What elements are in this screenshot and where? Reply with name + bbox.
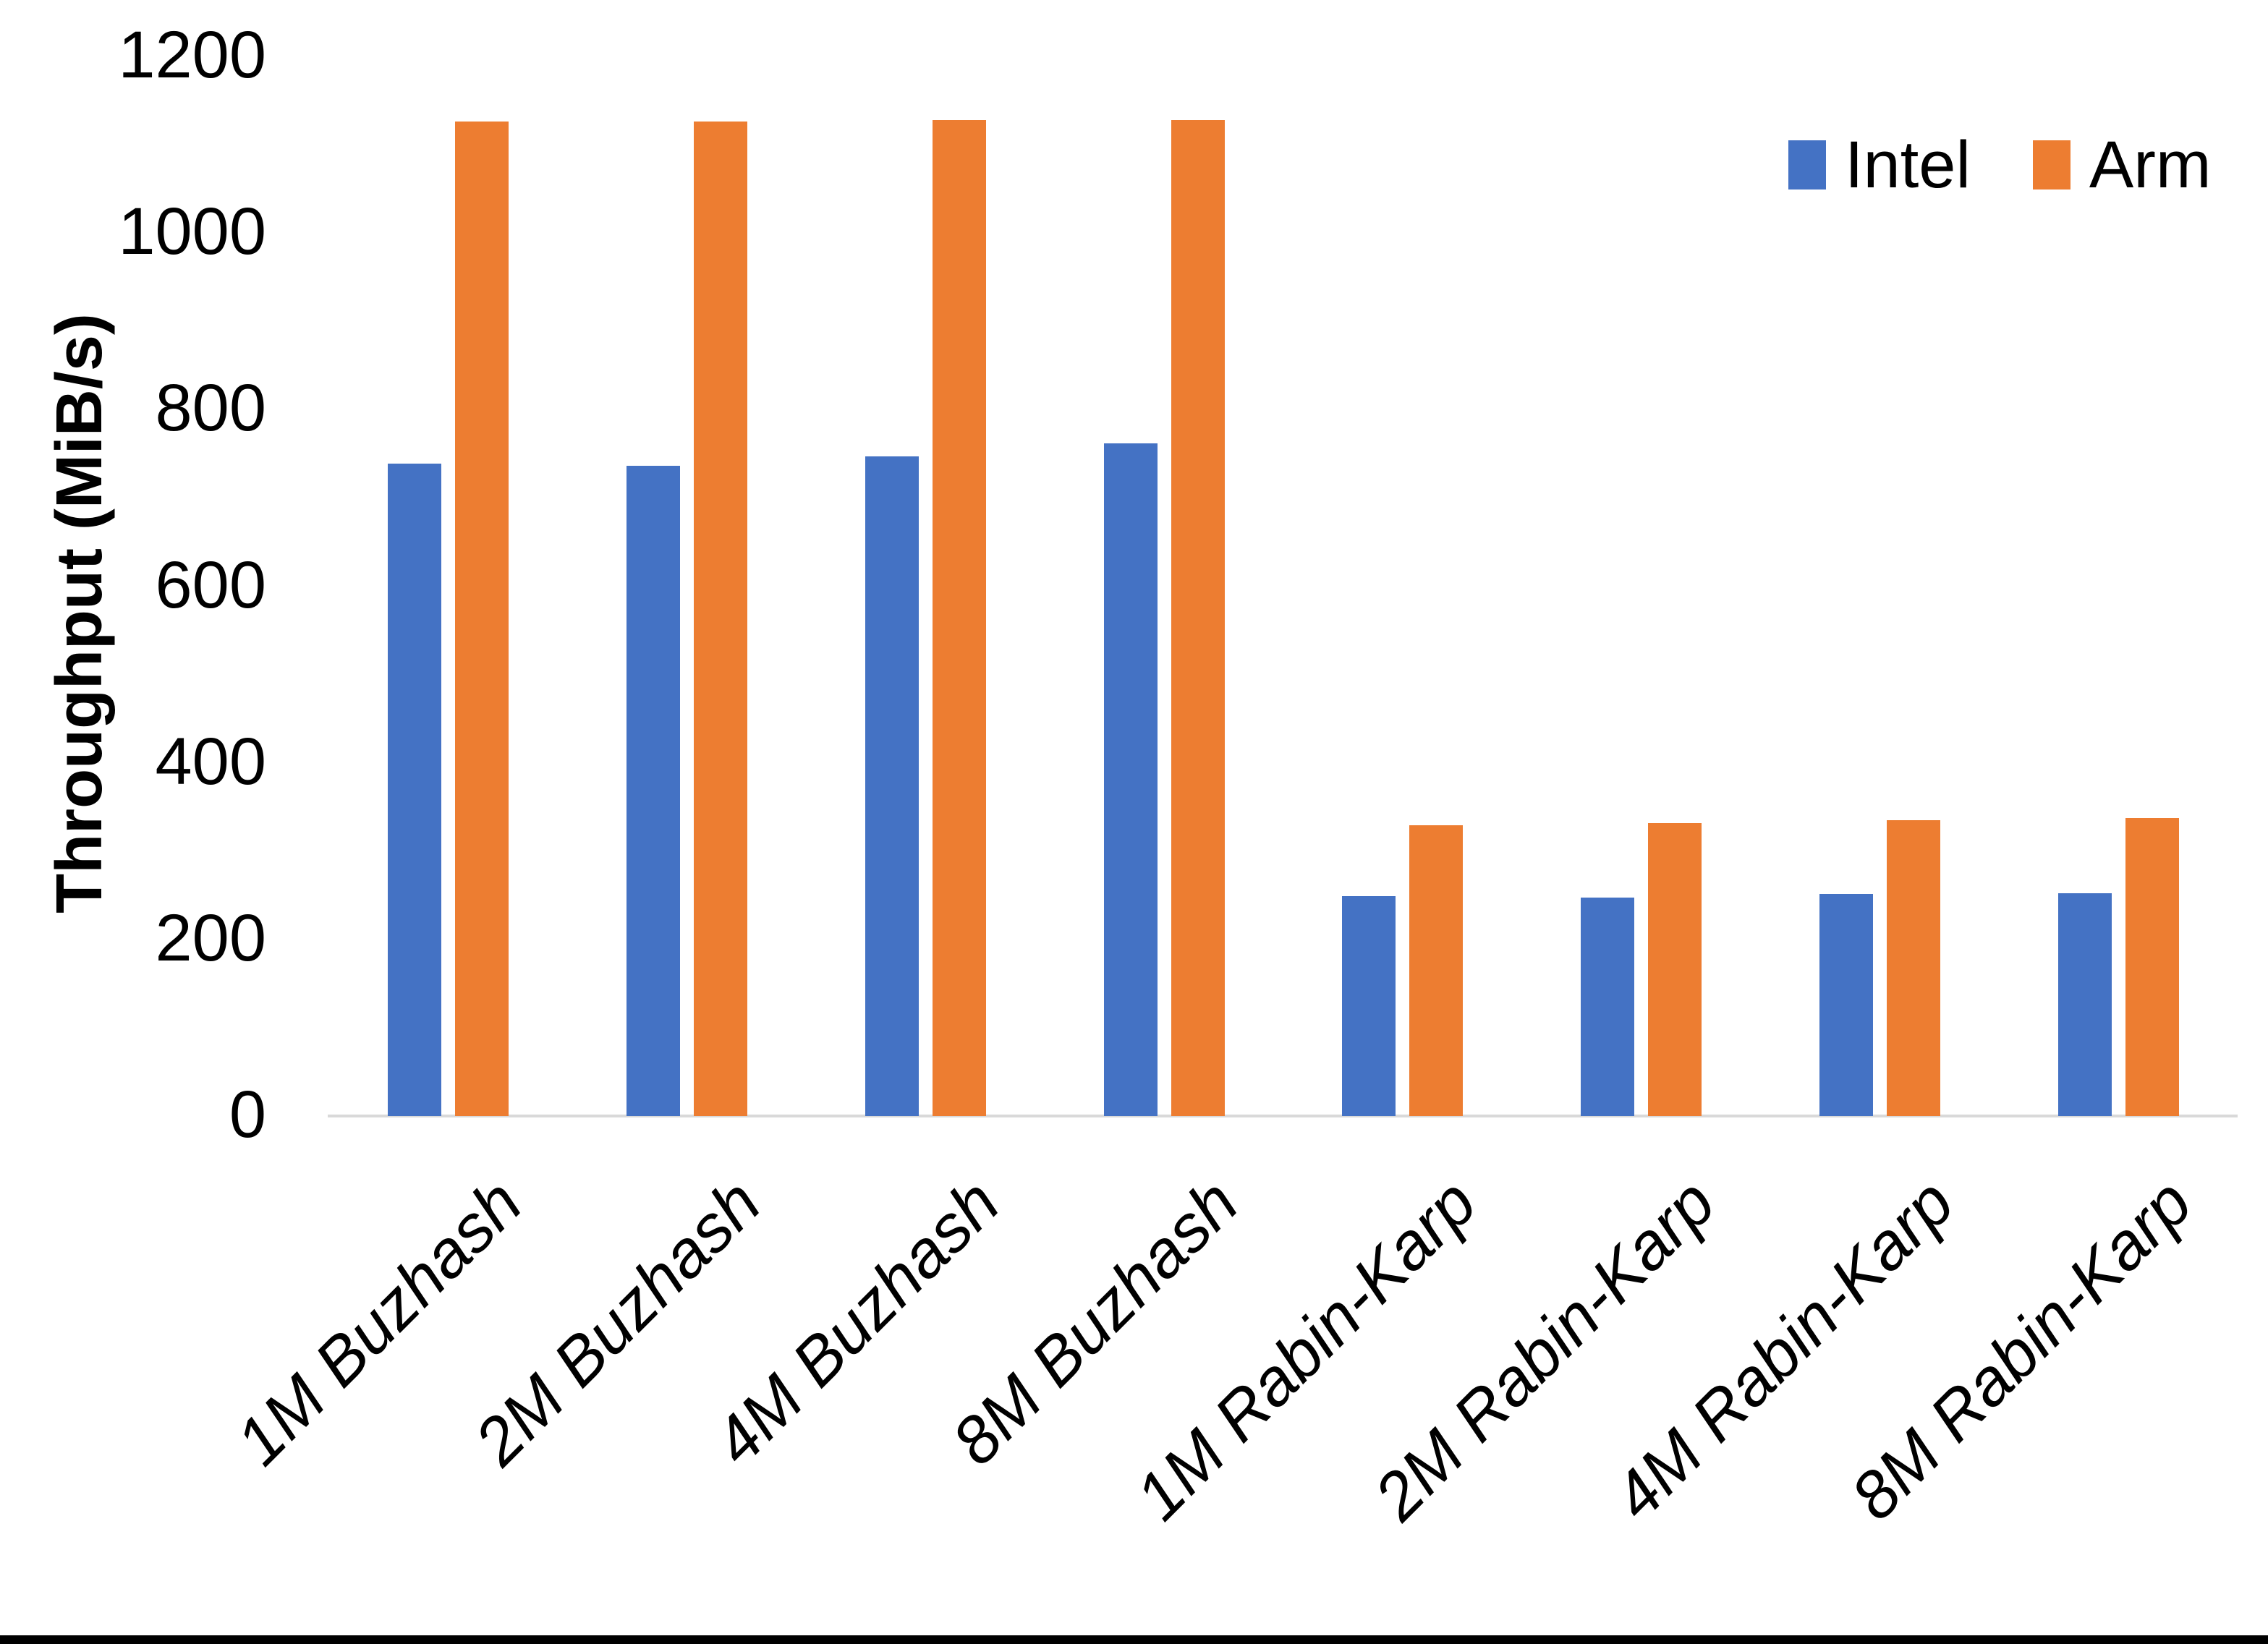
bar-arm-8m-rabin-karp — [2125, 817, 2179, 1116]
slide-bottom-border — [0, 1635, 2268, 1644]
bar-arm-4m-buzhash — [932, 120, 986, 1116]
y-tick-label-800: 800 — [155, 371, 267, 446]
y-tick-label-1000: 1000 — [118, 195, 266, 269]
bar-intel-4m-rabin-karp — [1819, 893, 1873, 1116]
bar-arm-2m-buzhash — [694, 121, 748, 1116]
bar-arm-1m-buzhash — [455, 121, 509, 1116]
intel-series-swatch — [1788, 140, 1826, 189]
y-tick-label-1200: 1200 — [118, 18, 266, 92]
bar-arm-1m-rabin-karp — [1409, 825, 1464, 1116]
bar-intel-4m-buzhash — [865, 456, 919, 1116]
y-tick-label-200: 200 — [155, 900, 267, 975]
bar-intel-8m-rabin-karp — [2057, 893, 2112, 1116]
legend: Intel Arm — [1788, 132, 2212, 198]
y-tick-label-600: 600 — [155, 548, 267, 622]
bar-intel-1m-rabin-karp — [1342, 896, 1396, 1116]
y-tick-label-0: 0 — [229, 1078, 266, 1151]
y-tick-label-400: 400 — [155, 724, 267, 798]
bar-intel-8m-buzhash — [1103, 443, 1158, 1116]
legend-label-intel: Intel — [1845, 128, 1971, 202]
legend-item-arm: Arm — [2032, 128, 2212, 202]
bar-arm-2m-rabin-karp — [1648, 823, 1702, 1116]
x-axis-line — [328, 1115, 2238, 1117]
bar-intel-2m-buzhash — [627, 465, 681, 1116]
arm-series-swatch — [2032, 140, 2070, 189]
legend-label-arm: Arm — [2089, 128, 2212, 202]
bar-arm-8m-buzhash — [1171, 120, 1225, 1116]
legend-item-intel: Intel — [1788, 132, 1971, 198]
bar-intel-2m-rabin-karp — [1581, 897, 1635, 1116]
bar-intel-1m-buzhash — [388, 464, 442, 1116]
bar-arm-4m-rabin-karp — [1886, 820, 1940, 1116]
